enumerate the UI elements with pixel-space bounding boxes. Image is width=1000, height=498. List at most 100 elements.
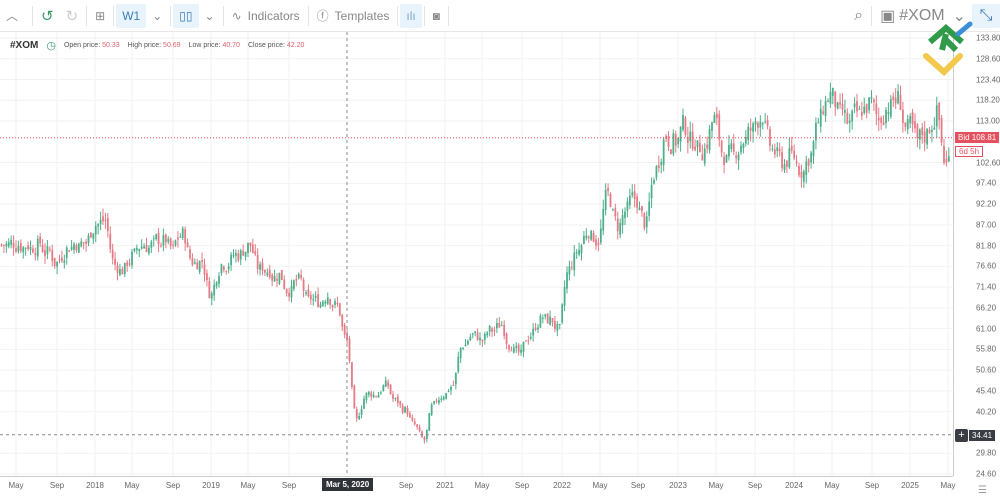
- price-tick: 133.80: [976, 33, 1000, 43]
- candle-body: [752, 123, 754, 132]
- candle-body: [210, 293, 213, 299]
- candle-body: [517, 344, 520, 353]
- candle-body: [266, 272, 269, 276]
- candle-body: [766, 120, 769, 126]
- candle-body: [865, 103, 868, 113]
- candle-body: [491, 328, 493, 332]
- search-icon[interactable]: ⌕: [854, 7, 864, 24]
- candle-body: [155, 234, 158, 240]
- candle-body: [604, 189, 607, 211]
- candle-body: [389, 384, 392, 394]
- templates-button[interactable]: Templates: [334, 8, 390, 23]
- time-tick: May: [240, 481, 256, 490]
- clock-icon[interactable]: ◷: [46, 40, 56, 52]
- candle-body: [836, 102, 839, 109]
- candle-body: [609, 193, 612, 207]
- candle-body: [918, 129, 921, 140]
- candlestick-type-icon[interactable]: ▯▯: [173, 3, 199, 28]
- crosshair-price-label: 34.41: [969, 430, 996, 441]
- candle-body: [256, 255, 259, 270]
- candle-body: [140, 246, 143, 249]
- chevron-down-icon[interactable]: ⌄: [152, 8, 163, 23]
- redo-icon[interactable]: ↻: [65, 7, 79, 25]
- price-tick: 40.20: [976, 407, 997, 417]
- fullscreen-icon[interactable]: ⤡: [972, 4, 1000, 28]
- crosshair-add-icon[interactable]: +: [955, 429, 968, 442]
- candle-body: [537, 327, 539, 330]
- candle-body: [877, 117, 880, 121]
- candle-body: [911, 112, 914, 125]
- volume-icon[interactable]: ılı: [400, 3, 422, 28]
- symbol-select[interactable]: #XOM: [899, 7, 945, 24]
- candle-body: [573, 252, 576, 271]
- candle-body: [868, 97, 870, 111]
- candle-body: [392, 394, 394, 399]
- candle-body: [894, 97, 897, 104]
- candle-body: [462, 348, 464, 350]
- candle-body: [906, 119, 909, 130]
- time-tick: 2022: [553, 481, 571, 490]
- candle-body: [348, 338, 351, 361]
- candle-body: [254, 251, 257, 255]
- candle-body: [904, 122, 907, 127]
- templates-icon[interactable]: ⓕ: [316, 9, 329, 23]
- candle-body: [283, 279, 286, 289]
- candle-body: [430, 404, 433, 415]
- candle-body: [718, 114, 721, 140]
- candle-body: [0, 244, 3, 246]
- candle-body: [483, 334, 486, 340]
- candle-body: [435, 400, 438, 402]
- candle-body: [235, 253, 237, 256]
- candle-body: [428, 413, 431, 431]
- chevron-down-icon[interactable]: ⌄: [204, 8, 215, 23]
- time-axis[interactable]: May Sep 2018 May Sep 2019 May Sep Sep 2021 May Sep 2…: [0, 476, 956, 498]
- candle-body: [302, 279, 305, 291]
- candle-body: [27, 245, 29, 250]
- price-chart[interactable]: [0, 0, 953, 476]
- candle-body: [382, 385, 385, 391]
- candle-body: [394, 397, 397, 399]
- candle-body: [179, 236, 182, 238]
- candle-body: [317, 294, 319, 307]
- candle-body: [56, 261, 58, 267]
- candle-body: [725, 155, 728, 163]
- candle-body: [387, 381, 390, 387]
- candle-body: [887, 112, 890, 115]
- save-icon[interactable]: ▣: [880, 8, 896, 25]
- candle-body: [70, 246, 73, 250]
- timeframe-button[interactable]: W1: [116, 3, 147, 28]
- candle-body: [558, 324, 561, 326]
- candle-body: [764, 121, 767, 123]
- candle-body: [525, 340, 527, 342]
- candle-body: [121, 268, 124, 275]
- candle-body: [384, 380, 387, 387]
- candle-body: [520, 349, 522, 353]
- candle-body: [561, 304, 564, 323]
- add-chart-icon[interactable]: ⊞: [95, 8, 106, 23]
- candle-body: [203, 264, 206, 275]
- indicators-icon[interactable]: ∿: [231, 8, 242, 23]
- indicators-button[interactable]: Indicators: [247, 8, 300, 23]
- candle-body: [503, 324, 506, 336]
- price-tick: 55.80: [976, 344, 997, 354]
- candle-body: [549, 316, 551, 325]
- time-tick: Sep: [165, 481, 181, 490]
- axis-settings-icon[interactable]: ☰: [978, 485, 987, 496]
- candle-body: [319, 304, 322, 308]
- candle-body: [812, 141, 815, 157]
- undo-icon[interactable]: ↺: [41, 7, 54, 25]
- time-tick: 2025: [901, 481, 919, 490]
- candle-body: [860, 111, 863, 116]
- camera-icon[interactable]: ◙: [432, 8, 440, 23]
- candle-body: [773, 149, 776, 155]
- time-tick: May: [592, 481, 608, 490]
- candle-body: [648, 201, 651, 216]
- candle-body: [749, 127, 752, 131]
- candle-body: [116, 265, 119, 273]
- time-tick: May: [8, 481, 24, 490]
- price-tick: 92.20: [976, 199, 997, 209]
- collapse-icon[interactable]: ︿: [6, 9, 19, 23]
- chevron-down-icon[interactable]: ⌄: [952, 8, 966, 25]
- price-axis[interactable]: 133.80 128.60 123.40 118.20 113.00 102.60 97.4…: [953, 32, 1000, 478]
- price-tick: 123.40: [976, 75, 1000, 85]
